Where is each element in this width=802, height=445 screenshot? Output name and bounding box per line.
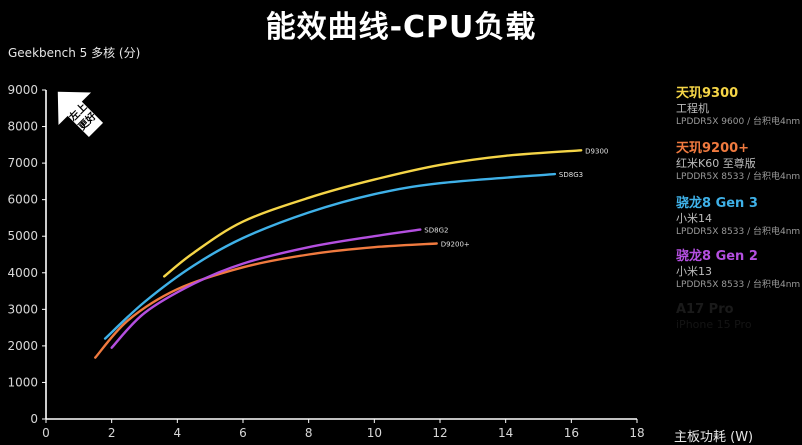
y-tick-label: 3000 xyxy=(7,302,38,316)
legend-memory: LPDDR5X 9600 / 台积电4nm xyxy=(676,117,801,127)
legend-memory: LPDDR5X 8533 / 台积电4nm xyxy=(676,227,801,237)
y-tick-label: 5000 xyxy=(7,229,38,243)
y-tick-label: 6000 xyxy=(7,193,38,207)
x-tick-label: 8 xyxy=(305,426,313,440)
legend-entry-sd8g3: 骁龙8 Gen 3 小米14 LPDDR5X 8533 / 台积电4nm xyxy=(676,196,800,238)
legend-memory: LPDDR5X 8533 / 台积电4nm xyxy=(676,280,801,290)
y-tick-label: 7000 xyxy=(7,156,38,170)
legend-name: 天玑9300 xyxy=(676,86,739,101)
legend-entry-d9200plus: 天玑9200+ 红米K60 至尊版 LPDDR5X 8533 / 台积电4nm xyxy=(676,141,800,183)
better-badge-arrow xyxy=(57,91,104,138)
x-tick-label: 12 xyxy=(432,426,447,440)
x-tick-label: 10 xyxy=(367,426,382,440)
x-tick-label: 16 xyxy=(564,426,579,440)
legend-entry-d9300: 天玑9300 工程机 LPDDR5X 9600 / 台积电4nm xyxy=(676,86,800,128)
y-tick-label: 0 xyxy=(30,412,38,426)
legend-device: 红米K60 至尊版 xyxy=(676,157,756,170)
legend-entry-sd8g2: 骁龙8 Gen 2 小米13 LPDDR5X 8533 / 台积电4nm xyxy=(676,249,800,291)
y-tick-label: 1000 xyxy=(7,375,38,389)
series-line-3 xyxy=(110,228,422,349)
legend-entry-a17pro: A17 Pro iPhone 15 Pro xyxy=(676,302,800,332)
legend-memory: LPDDR5X 8533 / 台积电4nm xyxy=(676,172,801,182)
series-end-label: D9200+ xyxy=(441,241,470,249)
x-axis-label: 主板功耗 (W) xyxy=(674,430,754,445)
series-line-2 xyxy=(103,172,557,340)
legend-device: 小米14 xyxy=(676,212,712,225)
y-tick-label: 8000 xyxy=(7,120,38,134)
x-tick-label: 2 xyxy=(108,426,116,440)
legend-device: iPhone 15 Pro xyxy=(676,318,752,331)
y-tick-label: 2000 xyxy=(7,339,38,353)
x-tick-label: 18 xyxy=(629,426,644,440)
y-tick-label: 4000 xyxy=(7,266,38,280)
y-tick-label: 9000 xyxy=(7,83,38,97)
x-tick-label: 4 xyxy=(174,426,182,440)
legend-device: 小米13 xyxy=(676,265,712,278)
y-axis-label: Geekbench 5 多核 (分) xyxy=(8,46,141,60)
x-tick-label: 14 xyxy=(498,426,513,440)
series-end-label: D9300 xyxy=(585,147,608,155)
x-tick-label: 0 xyxy=(42,426,50,440)
legend-name: 天玑9200+ xyxy=(676,141,750,156)
chart-title: 能效曲线-CPU负载 xyxy=(265,10,537,45)
series-line-0 xyxy=(163,149,583,278)
series-end-label: SD8G3 xyxy=(559,171,583,179)
x-tick-label: 6 xyxy=(239,426,247,440)
legend-name: 骁龙8 Gen 2 xyxy=(676,249,758,264)
legend-name: A17 Pro xyxy=(676,302,734,317)
legend-name: 骁龙8 Gen 3 xyxy=(676,196,758,211)
series-end-label: SD8G2 xyxy=(424,227,448,235)
legend-device: 工程机 xyxy=(676,102,709,115)
series-line-1 xyxy=(94,242,438,359)
